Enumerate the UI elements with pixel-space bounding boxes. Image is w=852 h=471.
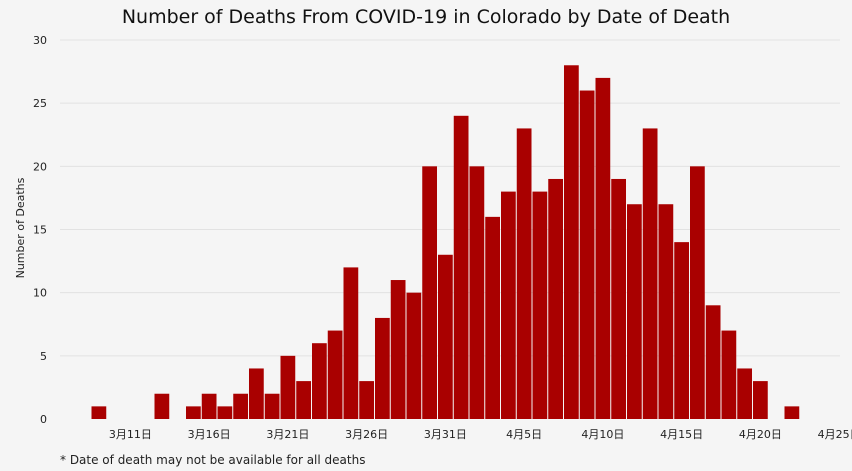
bar [422,166,437,419]
bar [201,393,217,419]
bar [548,178,563,419]
bar [233,393,248,419]
bar [532,191,548,419]
bar [674,242,689,419]
bar [359,381,374,419]
y-tick-label: 5 [40,350,47,363]
bar [375,317,390,419]
y-tick-label: 30 [33,34,47,47]
bar [249,368,264,419]
bar [453,115,469,420]
bar [627,204,642,419]
bar [595,77,611,420]
y-tick-label: 0 [40,413,47,426]
bar [753,381,768,419]
bar [658,204,674,419]
y-tick-label: 10 [33,287,47,300]
bar [217,406,233,419]
bar [312,343,327,419]
bar [438,254,453,419]
bar [784,406,800,419]
x-tick-label: 3月21日 [266,428,309,441]
x-tick-label: 3月11日 [109,428,152,441]
bar [705,305,721,419]
bar [296,381,311,419]
bar [516,128,532,419]
bar [501,191,516,419]
bar [690,166,705,419]
x-tick-label: 4月10日 [581,428,624,441]
x-tick-label: 4月25日 [818,428,852,441]
x-tick-label: 4月5日 [506,428,542,441]
bar [469,166,485,419]
bar [406,292,422,419]
bar [737,368,752,419]
footnote: * Date of death may not be available for… [60,453,366,467]
bar [390,280,406,419]
x-tick-label: 4月20日 [739,428,782,441]
bar [91,406,107,419]
x-tick-label: 3月26日 [345,428,388,441]
bar [564,65,579,420]
bar [579,90,595,420]
y-tick-label: 20 [33,160,47,173]
bar [343,267,359,419]
bar [642,128,658,419]
y-tick-label: 15 [33,224,47,237]
bar [485,216,500,419]
bar [280,355,296,419]
bar [611,178,626,419]
bar [186,406,201,419]
bar [721,330,737,419]
x-tick-label: 3月16日 [188,428,231,441]
bar [154,393,170,419]
y-tick-label: 25 [33,97,47,110]
x-tick-label: 3月31日 [424,428,467,441]
x-tick-label: 4月15日 [660,428,703,441]
chart-title: Number of Deaths From COVID-19 in Colora… [121,6,731,28]
bar [327,330,343,419]
bar [264,393,280,419]
